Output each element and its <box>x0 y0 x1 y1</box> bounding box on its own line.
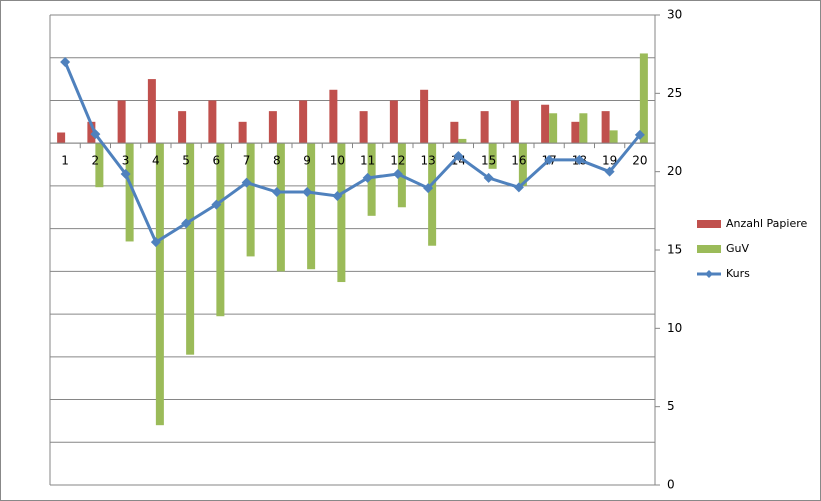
bar <box>420 89 429 144</box>
bar <box>268 111 277 144</box>
marker <box>574 154 585 165</box>
x-tick-label: 7 <box>243 154 251 168</box>
bar <box>609 130 618 144</box>
marker <box>120 169 131 180</box>
bar <box>117 100 126 144</box>
marker <box>513 182 524 193</box>
marker <box>271 187 282 198</box>
x-tick-label: 5 <box>182 154 190 168</box>
bar <box>389 100 398 144</box>
bar <box>125 143 134 242</box>
x-tick-label: 9 <box>303 154 311 168</box>
bar <box>307 143 316 270</box>
marker <box>483 172 494 183</box>
bar <box>216 143 225 317</box>
legend-swatch <box>697 220 721 228</box>
bar <box>147 79 156 144</box>
bar <box>639 53 648 144</box>
bar <box>87 121 96 144</box>
x-tick-label: 20 <box>632 154 647 168</box>
y2-tick-label: 30 <box>667 8 682 22</box>
bar <box>428 143 437 246</box>
bar <box>238 121 247 144</box>
bar <box>488 143 497 169</box>
y2-tick-label: 10 <box>667 321 682 335</box>
bar <box>480 111 489 144</box>
legend-swatch <box>697 245 721 253</box>
legend-marker <box>705 270 713 278</box>
y2-tick-label: 0 <box>667 478 675 492</box>
bar <box>95 143 104 188</box>
marker <box>362 172 373 183</box>
marker <box>423 183 434 194</box>
legend-label: Anzahl Papiere <box>726 217 808 230</box>
bar <box>186 143 195 355</box>
bar <box>246 143 255 257</box>
bar <box>510 100 519 144</box>
marker <box>241 177 252 188</box>
bar <box>571 121 580 144</box>
bar <box>601 111 610 144</box>
bar <box>276 143 285 272</box>
marker <box>332 190 343 201</box>
x-tick-label: 16 <box>511 154 526 168</box>
marker <box>634 129 645 140</box>
line <box>63 61 642 245</box>
x-tick-label: 15 <box>481 154 496 168</box>
marker <box>211 199 222 210</box>
bar <box>367 143 376 216</box>
x-tick-label: 2 <box>92 154 100 168</box>
legend-label: GuV <box>726 242 749 255</box>
bar <box>359 111 368 144</box>
bar <box>518 143 527 186</box>
bar <box>549 113 558 144</box>
y2-tick-label: 15 <box>667 243 682 257</box>
bar <box>541 104 550 144</box>
legend-label: Kurs <box>726 267 750 280</box>
x-tick-label: 10 <box>330 154 345 168</box>
bar <box>337 143 346 283</box>
marker <box>181 218 192 229</box>
marker <box>60 57 71 67</box>
x-tick-label: 6 <box>213 154 221 168</box>
bar <box>329 89 338 144</box>
x-tick-label: 13 <box>420 154 435 168</box>
y2-tick-label: 5 <box>667 399 675 413</box>
marker <box>150 237 161 248</box>
marker <box>392 169 403 180</box>
marker <box>453 151 464 161</box>
bar <box>178 111 187 144</box>
y2-tick-label: 20 <box>667 164 682 178</box>
x-tick-label: 1 <box>61 154 69 168</box>
bar <box>458 138 467 144</box>
x-tick-label: 19 <box>602 154 617 168</box>
bar <box>155 143 164 426</box>
x-tick-label: 12 <box>390 154 405 168</box>
bar <box>450 121 459 144</box>
x-tick-label: 3 <box>122 154 130 168</box>
marker <box>544 154 555 165</box>
marker <box>302 187 313 198</box>
marker <box>90 129 101 140</box>
x-tick-label: 4 <box>152 154 160 168</box>
marker <box>604 166 615 177</box>
bar <box>579 113 588 144</box>
bar <box>57 132 66 144</box>
bar <box>208 100 217 144</box>
y2-tick-label: 25 <box>667 86 682 100</box>
bar <box>299 100 308 144</box>
x-tick-label: 11 <box>360 154 375 168</box>
x-tick-label: 8 <box>273 154 281 168</box>
